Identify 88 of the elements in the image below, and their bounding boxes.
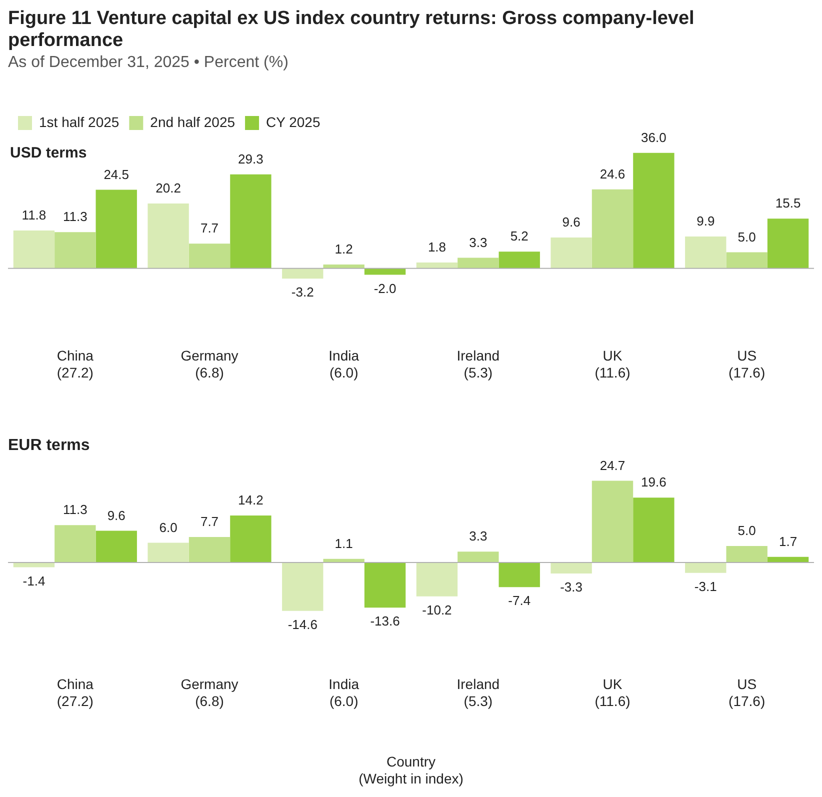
- data-label: -2.0: [374, 280, 396, 296]
- x-tick-label: Germany (6.8): [180, 676, 238, 709]
- x-tick-label: US (17.6): [728, 676, 766, 709]
- x-tick-label: China (27.2): [56, 676, 94, 709]
- bar: [323, 264, 364, 268]
- bar: [230, 174, 272, 268]
- bar: [148, 542, 189, 563]
- data-label: 19.6: [641, 474, 666, 490]
- annotation: USD terms: [10, 144, 87, 162]
- data-label: 24.6: [600, 166, 626, 182]
- data-label: -3.1: [694, 578, 717, 594]
- data-label: -14.6: [288, 616, 318, 632]
- data-label: -7.4: [508, 593, 531, 608]
- bar: [148, 204, 189, 268]
- bar: [592, 480, 634, 563]
- data-label: 7.7: [200, 514, 219, 530]
- bar: [364, 562, 406, 608]
- legend-label: 2nd half 2025: [150, 114, 236, 130]
- legend-label: 1st half 2025: [39, 114, 120, 130]
- bar: [685, 236, 726, 268]
- bar: [188, 537, 230, 563]
- data-label: 9.6: [562, 214, 580, 230]
- data-label: -3.3: [560, 580, 583, 595]
- data-label: 5.2: [510, 228, 528, 244]
- chart-subtitle: As of December 31, 2025 • Percent (%): [8, 54, 290, 72]
- bar: [550, 238, 592, 268]
- data-label: 9.9: [696, 214, 715, 229]
- bar: [188, 244, 230, 268]
- data-label: 6.0: [159, 520, 178, 535]
- bar: [54, 525, 96, 563]
- x-tick-label: Ireland (5.3): [456, 676, 500, 709]
- bar: [96, 530, 137, 563]
- x-tick-label: India (6.0): [328, 676, 360, 709]
- data-label: 1.1: [334, 536, 353, 551]
- bar: [416, 262, 458, 268]
- bar: [230, 516, 272, 563]
- data-label: 11.3: [62, 502, 88, 518]
- bar: [96, 190, 137, 268]
- bar: [726, 252, 768, 268]
- bar: [458, 258, 499, 268]
- data-label: 29.3: [238, 151, 264, 166]
- x-axis-title: Country (Weight in index): [358, 754, 464, 786]
- data-label: -10.2: [422, 602, 452, 618]
- x-tick-label: Ireland (5.3): [456, 348, 500, 380]
- bar: [282, 268, 324, 279]
- x-tick-label: UK (11.6): [594, 676, 630, 709]
- data-label: -13.6: [370, 614, 400, 629]
- data-label: 7.7: [200, 220, 219, 236]
- bar: [498, 252, 540, 268]
- data-label: 24.5: [104, 166, 130, 182]
- x-tick-label: UK (11.6): [594, 348, 630, 380]
- data-label: 24.7: [600, 458, 626, 473]
- x-tick-label: Germany (6.8): [180, 348, 238, 380]
- data-label: 1.7: [778, 534, 798, 550]
- bar: [458, 552, 499, 563]
- chart-title: Figure 11 Venture capital ex US index country returns: Gross company-level performance: [8, 8, 696, 52]
- data-label: -1.4: [22, 573, 46, 588]
- bar: [633, 498, 674, 563]
- bar: [726, 546, 768, 563]
- data-label: 3.3: [469, 528, 488, 544]
- bar: [592, 189, 634, 268]
- data-label: 14.2: [238, 492, 264, 508]
- data-label: 36.0: [641, 130, 666, 145]
- bar: [54, 232, 96, 268]
- data-label: 5.0: [738, 229, 756, 244]
- data-label: 1.2: [334, 242, 353, 257]
- chart-title: EUR terms: [8, 437, 90, 454]
- bar: [282, 562, 324, 611]
- data-label: 9.6: [107, 508, 126, 523]
- bar: [498, 562, 540, 588]
- x-tick-label: China (27.2): [56, 348, 94, 380]
- x-tick-label: India (6.0): [328, 348, 360, 380]
- bar: [633, 152, 674, 268]
- bar: [13, 230, 55, 268]
- data-label: 3.3: [469, 234, 488, 250]
- data-label: 20.2: [156, 180, 181, 196]
- data-label: -3.2: [291, 284, 314, 300]
- bar: [550, 562, 592, 574]
- data-label: 15.5: [775, 196, 801, 211]
- x-tick-label: US (17.6): [728, 348, 766, 380]
- bar: [416, 562, 458, 596]
- bar: [685, 562, 726, 573]
- data-label: 11.3: [62, 209, 88, 224]
- data-label: 1.8: [428, 240, 446, 255]
- data-label: 5.0: [738, 523, 756, 538]
- legend-label: CY 2025: [266, 114, 320, 130]
- bar: [767, 218, 809, 268]
- data-label: 11.8: [22, 208, 46, 223]
